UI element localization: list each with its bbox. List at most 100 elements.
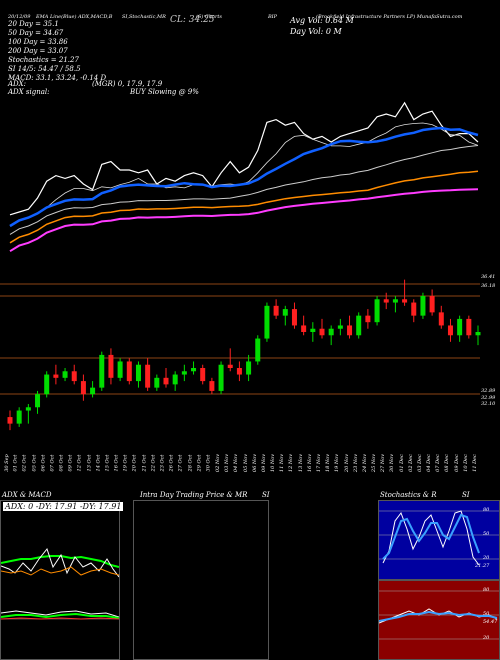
macd-signal-green	[1, 612, 119, 619]
stoch-k-line	[382, 510, 480, 566]
si-level-label-80: 80	[483, 587, 490, 593]
date-label: 26 Oct	[168, 454, 175, 472]
candle	[255, 335, 261, 365]
candle-body	[255, 338, 261, 362]
price-level-lines	[0, 283, 480, 395]
di-line-orange	[1, 566, 119, 576]
candle	[44, 371, 50, 398]
date-label: 12 Oct	[76, 454, 83, 472]
date-label: 02 Nov	[215, 453, 222, 473]
candle	[291, 302, 297, 329]
candle	[356, 312, 362, 339]
candle-body	[80, 381, 86, 395]
candle	[62, 368, 68, 382]
candle-body	[35, 394, 41, 408]
candle-body	[7, 417, 13, 424]
date-label: 06 Nov	[251, 453, 258, 473]
date-label: 01 Dec	[398, 454, 405, 472]
header-date: 20/12/09	[8, 14, 31, 20]
candle	[200, 364, 206, 385]
date-label: 03 Dec	[416, 454, 423, 472]
date-label: 25 Nov	[371, 453, 378, 473]
company-name: (Brookfield Infrastructure Partners LP) …	[316, 14, 463, 20]
adx-values: (MGR) 0, 17.9, 17.9	[92, 80, 163, 88]
candle	[282, 305, 288, 326]
candle	[181, 364, 187, 382]
adx-signal-value: BUY Slowing @ 9%	[130, 88, 199, 96]
date-label: 03 Nov	[224, 453, 231, 473]
candle-body	[411, 302, 417, 316]
date-label: 05 Oct	[30, 454, 37, 472]
candle-body	[62, 371, 68, 378]
macd-line-red	[1, 617, 119, 620]
macd-line-white	[1, 610, 119, 618]
date-label: 06 Oct	[40, 454, 47, 472]
candle-body	[108, 354, 114, 378]
candle-body	[438, 312, 444, 326]
candle	[209, 377, 215, 395]
candle-body	[374, 299, 380, 323]
si-level-label-20: 20	[483, 635, 490, 641]
candle	[310, 322, 316, 342]
candle-body	[319, 328, 325, 336]
candle-body	[218, 364, 224, 391]
macd-value: MACD: 33.1, 33.24, -0.14 D	[8, 74, 107, 82]
candle	[301, 315, 307, 336]
candle	[383, 292, 389, 310]
candle-body	[457, 318, 463, 336]
candle	[191, 361, 197, 375]
candle-body	[200, 368, 206, 382]
stoch-level-label-20: 20	[483, 555, 490, 561]
avg-volume: Avg Vol: 0.64 M	[290, 16, 354, 25]
candle-body	[53, 374, 59, 378]
stochastics-lines	[379, 510, 499, 566]
date-label: 10 Nov	[270, 453, 277, 473]
candle	[402, 279, 408, 306]
date-label: 14 Oct	[95, 454, 102, 472]
stoch-panel-si: SI	[462, 491, 470, 499]
candle	[466, 315, 472, 339]
ema-200: 200 Day = 33.07	[8, 47, 68, 55]
candle-body	[402, 299, 408, 303]
candle	[328, 325, 334, 346]
date-label: 19 Oct	[122, 454, 129, 472]
candle-body	[383, 299, 389, 303]
moving-average-lines	[9, 101, 479, 253]
candle-body	[227, 364, 233, 368]
intra-panel-si: SI	[262, 491, 270, 499]
date-label: 07 Dec	[435, 454, 442, 472]
adx-panel-values: ADX: 0 -DY: 17.91 -DY: 17.91	[3, 502, 124, 511]
candle	[374, 296, 380, 326]
candle-body	[126, 361, 132, 382]
candle	[108, 348, 114, 385]
date-label: 30 Nov	[389, 453, 396, 473]
candle	[126, 358, 132, 385]
adx-signal-label: ADX signal:	[8, 88, 50, 96]
date-label: 24 Nov	[361, 453, 368, 473]
adx-macd-lines	[1, 547, 119, 620]
ema-50-line	[9, 145, 479, 235]
date-label: 16 Oct	[113, 454, 120, 472]
candle	[337, 318, 343, 336]
date-label: 15 Oct	[104, 454, 111, 472]
candle	[71, 364, 77, 385]
candle-body	[365, 315, 371, 323]
stoch-d-line	[382, 513, 480, 560]
candle	[163, 368, 169, 388]
candle-body	[282, 309, 288, 316]
date-label: 20 Oct	[131, 454, 138, 472]
close-price: CL: 34.25	[170, 15, 215, 25]
candle	[145, 358, 151, 391]
candle-body	[420, 296, 426, 316]
date-label: 09 Oct	[67, 454, 74, 472]
ema-100: 100 Day = 33.86	[8, 38, 68, 46]
ema-50: 50 Day = 34.67	[8, 29, 64, 37]
candle-body	[71, 371, 77, 382]
date-label: 02 Oct	[21, 454, 28, 472]
price-label-4: 32.99	[481, 395, 496, 401]
intra-panel-title: Intra Day Trading Price & MR	[140, 491, 248, 499]
candle	[25, 404, 31, 424]
date-label: 07 Oct	[49, 454, 56, 472]
date-label: 21 Oct	[141, 454, 148, 472]
candle-body	[301, 325, 307, 332]
